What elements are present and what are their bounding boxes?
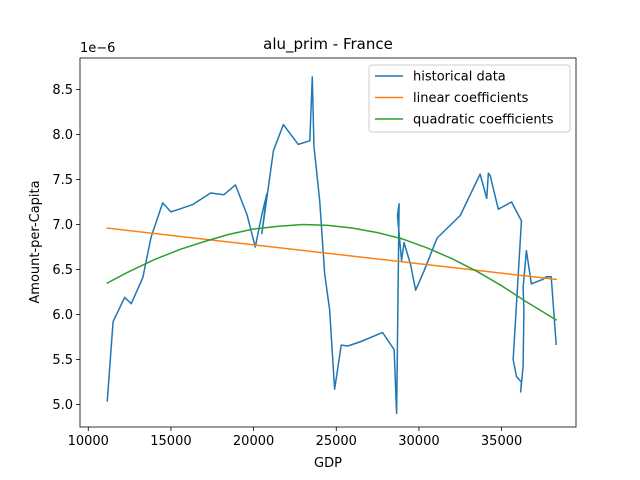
x-axis-ticks: 10000 15000 20000 25000 30000 35000 [68, 427, 522, 449]
legend: historical data linear coefficients quadra… [368, 64, 571, 133]
series-line-3 [106, 223, 558, 321]
chart-title: alu_prim - France [263, 35, 393, 54]
x-tick-label: 15000 [150, 434, 191, 449]
y-axis-label: Amount-per-Capita [28, 180, 43, 303]
y-tick-label: 8.5 [52, 83, 73, 98]
legend-label-1: historical data [413, 70, 506, 85]
x-tick-label: 35000 [481, 434, 522, 449]
x-tick-label: 20000 [233, 434, 274, 449]
legend-label-3: quadratic coefficients [413, 113, 554, 128]
y-axis-ticks: 5.0 5.5 6.0 6.5 7.0 7.5 8.0 8.5 [52, 83, 80, 413]
series-line-2 [106, 227, 557, 281]
x-tick-label: 10000 [68, 434, 109, 449]
y-multiplier-label: 1e−6 [80, 41, 115, 56]
y-tick-label: 8.0 [52, 128, 73, 143]
y-tick-label: 5.5 [52, 353, 73, 368]
x-axis-label: GDP [314, 456, 342, 471]
y-tick-label: 7.5 [52, 173, 73, 188]
legend-label-2: linear coefficients [413, 91, 529, 106]
series-line-1 [106, 76, 557, 415]
plot-area [79, 57, 577, 428]
axes-frame [79, 57, 577, 428]
legend-box [368, 64, 571, 133]
x-tick-label: 25000 [316, 434, 357, 449]
y-tick-label: 7.0 [52, 218, 73, 233]
y-tick-label: 5.0 [52, 398, 73, 413]
y-tick-label: 6.5 [52, 263, 73, 278]
x-tick-label: 30000 [398, 434, 439, 449]
y-tick-label: 6.0 [52, 308, 73, 323]
